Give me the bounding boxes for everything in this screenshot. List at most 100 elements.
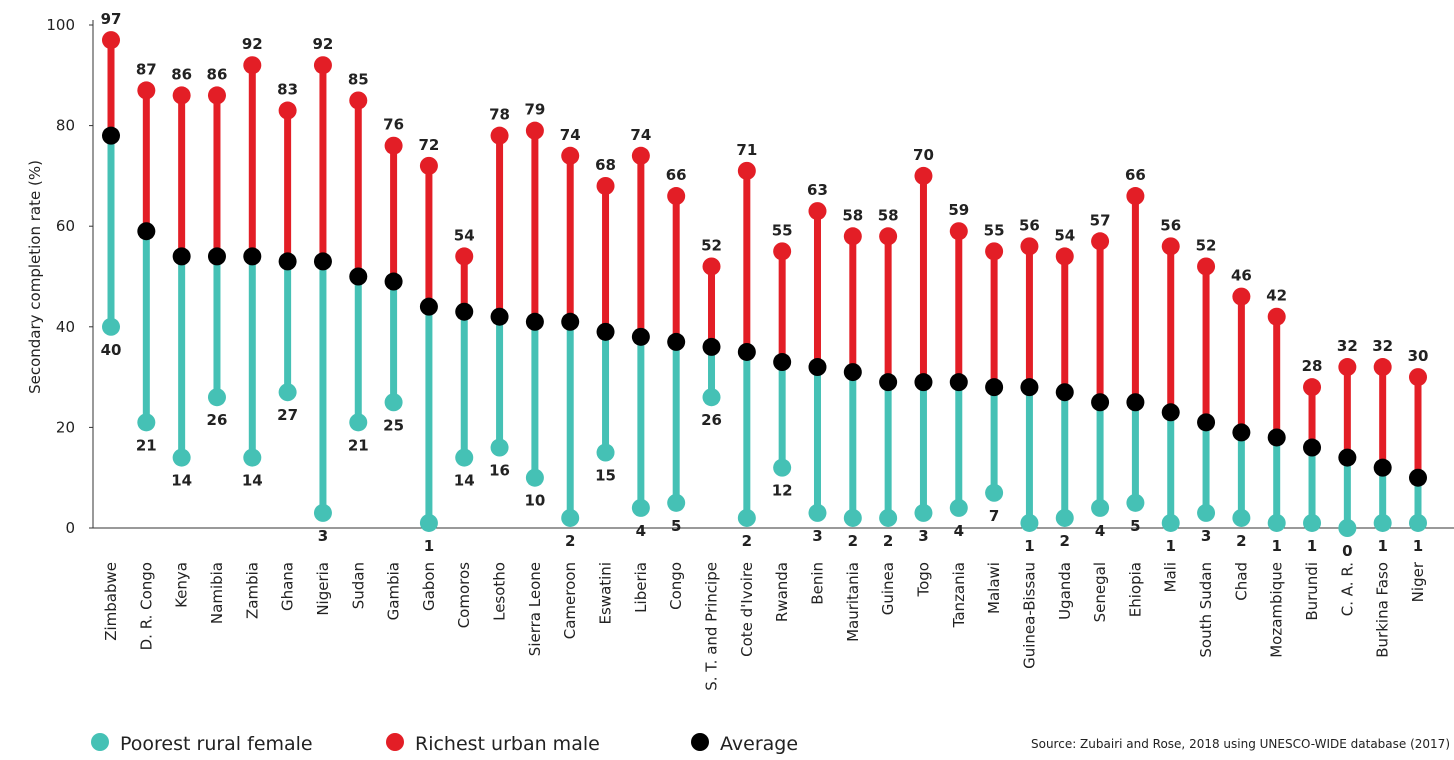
value-label: 3 (318, 527, 328, 545)
value-label: 32 (1337, 337, 1358, 355)
dot (596, 322, 615, 341)
dot (1161, 237, 1180, 256)
dot (419, 156, 438, 175)
dot (737, 342, 756, 361)
value-label: 12 (772, 482, 793, 500)
value-label: 4 (954, 522, 964, 540)
value-label: 2 (1236, 532, 1246, 550)
value-label: 85 (348, 70, 369, 88)
dot (1338, 448, 1357, 467)
dot (1373, 458, 1392, 477)
dot (1055, 508, 1074, 527)
x-tick-label: Cameroon (561, 562, 579, 639)
value-label: 71 (736, 141, 757, 159)
value-label: 42 (1266, 287, 1287, 305)
x-tick-label: Burundi (1303, 562, 1321, 621)
dot (172, 86, 191, 105)
dot (1020, 378, 1039, 397)
value-label: 30 (1408, 347, 1429, 365)
x-tick-label: Uganda (1056, 562, 1074, 620)
value-label: 79 (524, 101, 545, 119)
dot (1197, 503, 1216, 522)
x-tick-label: Cote d'Ivoire (738, 562, 756, 657)
dot (455, 448, 474, 467)
dot (278, 252, 297, 271)
value-label: 16 (489, 462, 510, 480)
value-label: 76 (383, 116, 404, 134)
dot (914, 166, 933, 185)
value-label: 83 (277, 81, 298, 99)
dot (419, 513, 438, 532)
dot (243, 247, 262, 266)
value-label: 57 (1090, 211, 1111, 229)
dot (313, 503, 332, 522)
dot (879, 227, 898, 246)
value-label: 54 (1054, 226, 1075, 244)
dot (914, 503, 933, 522)
value-label: 1 (424, 537, 434, 555)
x-tick-label: Ghana (279, 562, 297, 611)
legend-label: Poorest rural female (120, 733, 313, 755)
dot (102, 31, 120, 50)
dot (137, 222, 156, 241)
x-tick-label: S. T. and Principe (703, 562, 721, 691)
value-label: 1 (1024, 537, 1034, 555)
dot (1232, 287, 1251, 306)
value-label: 15 (595, 467, 616, 485)
dot (985, 242, 1004, 261)
value-label: 70 (913, 146, 934, 164)
value-label: 56 (1019, 216, 1040, 234)
value-label: 3 (1201, 527, 1211, 545)
value-label: 2 (883, 532, 893, 550)
value-label: 14 (242, 472, 263, 490)
dot (1161, 513, 1180, 532)
x-tick-label: Comoros (455, 562, 473, 628)
x-tick-label: Lesotho (491, 562, 509, 621)
dot (808, 202, 827, 221)
value-label: 21 (348, 436, 369, 454)
value-label: 1 (1166, 537, 1176, 555)
x-tick-label: Liberia (632, 562, 650, 613)
value-label: 2 (1060, 532, 1070, 550)
value-label: 28 (1302, 357, 1323, 375)
dot (843, 227, 862, 246)
y-tick-label: 40 (56, 318, 75, 336)
dot (455, 247, 474, 266)
legend-marker (91, 733, 109, 751)
value-label: 32 (1372, 337, 1393, 355)
x-tick-label: Gabon (420, 562, 438, 611)
value-label: 46 (1231, 267, 1252, 285)
dot (1267, 307, 1286, 326)
value-label: 7 (989, 507, 999, 525)
value-label: 86 (171, 65, 192, 83)
dot (1091, 393, 1110, 412)
value-label: 14 (171, 472, 192, 490)
dot (1232, 508, 1251, 527)
dot (1161, 403, 1180, 422)
dot (737, 508, 756, 527)
x-tick-label: Gambia (385, 562, 403, 620)
dot (596, 176, 615, 195)
dot (172, 448, 191, 467)
dot (631, 327, 650, 346)
dot (949, 222, 968, 241)
legend-label: Richest urban male (415, 733, 600, 755)
dot (1055, 247, 1074, 266)
y-tick-label: 60 (56, 217, 75, 235)
x-tick-label: Guinea-Bissau (1020, 562, 1038, 669)
x-tick-label: Rwanda (773, 562, 791, 622)
y-tick-label: 100 (46, 16, 75, 34)
dot (525, 312, 544, 331)
dot (243, 56, 262, 75)
dot (702, 388, 721, 407)
dot (1020, 237, 1039, 256)
dot (631, 146, 650, 165)
value-label: 14 (454, 472, 475, 490)
value-label: 26 (207, 411, 228, 429)
dot (1126, 187, 1145, 206)
value-label: 4 (1095, 522, 1105, 540)
dot (879, 508, 898, 527)
dot (525, 468, 544, 487)
dot (1303, 378, 1322, 397)
dot (313, 56, 332, 75)
